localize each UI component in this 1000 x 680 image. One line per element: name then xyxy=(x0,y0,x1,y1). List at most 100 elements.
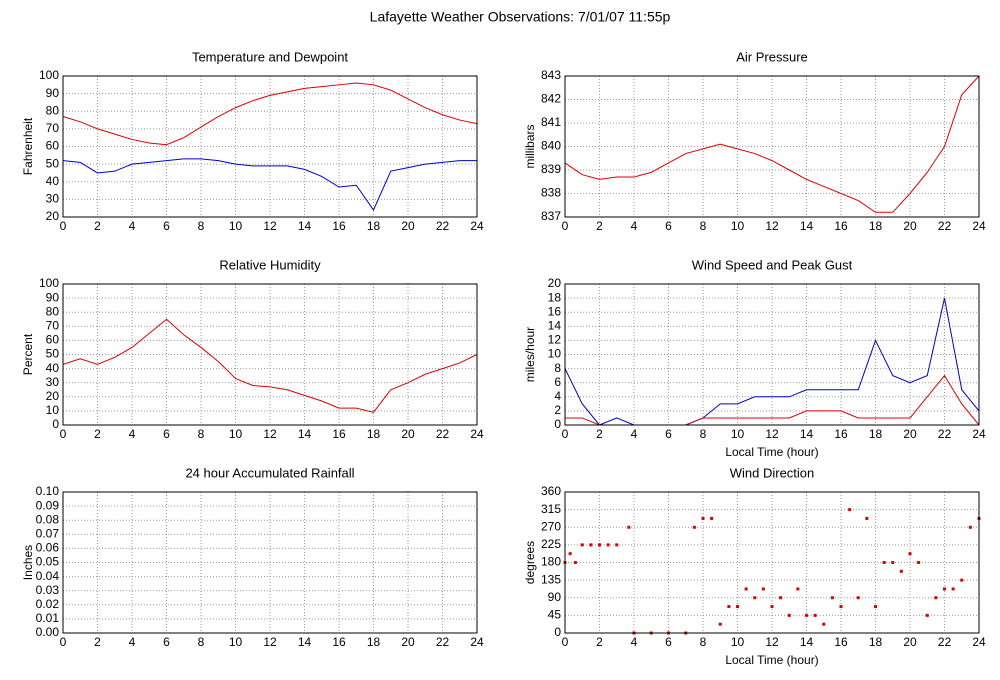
y-tick-label: 45 xyxy=(548,608,562,622)
y-tick-label: 20 xyxy=(46,209,60,223)
panel-title: Wind Direction xyxy=(730,465,815,480)
x-tick-label: 22 xyxy=(436,635,450,649)
x-tick-label: 18 xyxy=(869,635,883,649)
x-tick-label: 20 xyxy=(903,427,917,441)
x-tick-label: 2 xyxy=(596,635,603,649)
panel-title: Air Pressure xyxy=(736,49,808,64)
y-tick-label: 843 xyxy=(541,68,561,82)
x-axis-label: Local Time (hour) xyxy=(725,445,818,459)
y-tick-label: 0.06 xyxy=(36,541,60,555)
data-point xyxy=(787,613,791,617)
data-point xyxy=(606,543,610,547)
x-tick-label: 8 xyxy=(700,219,707,233)
x-tick-label: 24 xyxy=(972,427,986,441)
x-tick-label: 16 xyxy=(834,427,848,441)
data-point xyxy=(736,605,739,609)
x-tick-label: 24 xyxy=(972,635,986,649)
x-tick-label: 0 xyxy=(562,219,569,233)
x-tick-label: 14 xyxy=(800,427,814,441)
x-tick-label: 10 xyxy=(229,219,243,233)
y-tick-label: 10 xyxy=(548,347,562,361)
x-tick-label: 18 xyxy=(869,219,883,233)
y-axis-label: Fahrenheit xyxy=(21,117,35,175)
data-point xyxy=(753,596,757,600)
y-tick-label: 360 xyxy=(541,484,561,498)
data-point xyxy=(968,525,972,529)
x-tick-label: 16 xyxy=(834,635,848,649)
x-tick-label: 24 xyxy=(470,427,484,441)
x-tick-label: 18 xyxy=(367,427,381,441)
data-point xyxy=(718,622,722,626)
x-tick-label: 18 xyxy=(367,635,381,649)
y-tick-label: 20 xyxy=(548,276,562,290)
x-tick-label: 10 xyxy=(731,427,745,441)
y-tick-label: 60 xyxy=(46,139,60,153)
data-point xyxy=(744,587,748,591)
y-tick-label: 0.02 xyxy=(36,597,60,611)
y-tick-label: 6 xyxy=(554,375,561,389)
data-point xyxy=(830,596,834,600)
x-tick-label: 0 xyxy=(60,635,67,649)
data-point xyxy=(960,578,964,582)
y-tick-label: 180 xyxy=(541,555,561,569)
y-tick-label: 4 xyxy=(554,389,561,403)
panel-title: 24 hour Accumulated Rainfall xyxy=(185,465,354,480)
plot-frame xyxy=(62,75,478,218)
y-tick-label: 0.01 xyxy=(36,611,60,625)
x-tick-label: 20 xyxy=(903,635,917,649)
x-tick-label: 18 xyxy=(869,427,883,441)
data-point xyxy=(701,516,705,520)
panel-title: Relative Humidity xyxy=(219,257,321,272)
data-point xyxy=(951,587,955,591)
x-tick-label: 4 xyxy=(631,427,638,441)
y-tick-label: 842 xyxy=(541,92,561,106)
x-tick-label: 6 xyxy=(665,635,672,649)
data-point xyxy=(779,596,783,600)
y-tick-label: 841 xyxy=(541,115,561,129)
x-tick-label: 12 xyxy=(765,427,779,441)
y-tick-label: 8 xyxy=(554,361,561,375)
x-tick-label: 20 xyxy=(401,635,415,649)
x-tick-label: 6 xyxy=(163,427,170,441)
data-point xyxy=(891,561,895,564)
y-tick-label: 12 xyxy=(548,333,562,347)
y-tick-label: 100 xyxy=(39,276,59,290)
y-axis-label: Percent xyxy=(21,333,35,375)
y-tick-label: 0 xyxy=(554,417,561,431)
y-axis-label: miles/hour xyxy=(523,327,537,382)
data-line xyxy=(62,318,478,413)
data-point xyxy=(865,516,869,520)
y-tick-label: 90 xyxy=(46,290,60,304)
x-tick-label: 2 xyxy=(596,219,603,233)
x-tick-label: 8 xyxy=(198,635,205,649)
x-tick-label: 10 xyxy=(229,427,243,441)
plot-frame xyxy=(62,491,478,634)
x-tick-label: 14 xyxy=(800,219,814,233)
x-tick-label: 16 xyxy=(332,427,346,441)
y-tick-label: 10 xyxy=(46,403,60,417)
y-axis-label: degrees xyxy=(523,541,537,584)
y-tick-label: 40 xyxy=(46,174,60,188)
x-tick-label: 24 xyxy=(470,635,484,649)
panel-title: Wind Speed and Peak Gust xyxy=(692,257,853,272)
y-tick-label: 135 xyxy=(541,572,561,586)
data-point xyxy=(598,543,601,547)
y-axis-label: Inches xyxy=(21,545,35,580)
data-point xyxy=(856,596,860,600)
plot-frame xyxy=(564,491,980,634)
x-tick-label: 14 xyxy=(298,635,312,649)
x-tick-label: 6 xyxy=(163,635,170,649)
y-tick-label: 315 xyxy=(541,502,561,516)
x-tick-label: 2 xyxy=(94,219,101,233)
x-tick-label: 2 xyxy=(94,635,101,649)
x-tick-label: 0 xyxy=(562,427,569,441)
x-axis-label: Local Time (hour) xyxy=(725,653,818,667)
y-tick-label: 100 xyxy=(39,68,59,82)
y-tick-label: 60 xyxy=(46,333,60,347)
x-tick-label: 4 xyxy=(129,635,136,649)
x-tick-label: 16 xyxy=(332,635,346,649)
x-tick-label: 2 xyxy=(94,427,101,441)
x-tick-label: 12 xyxy=(263,219,277,233)
y-tick-label: 30 xyxy=(46,375,60,389)
